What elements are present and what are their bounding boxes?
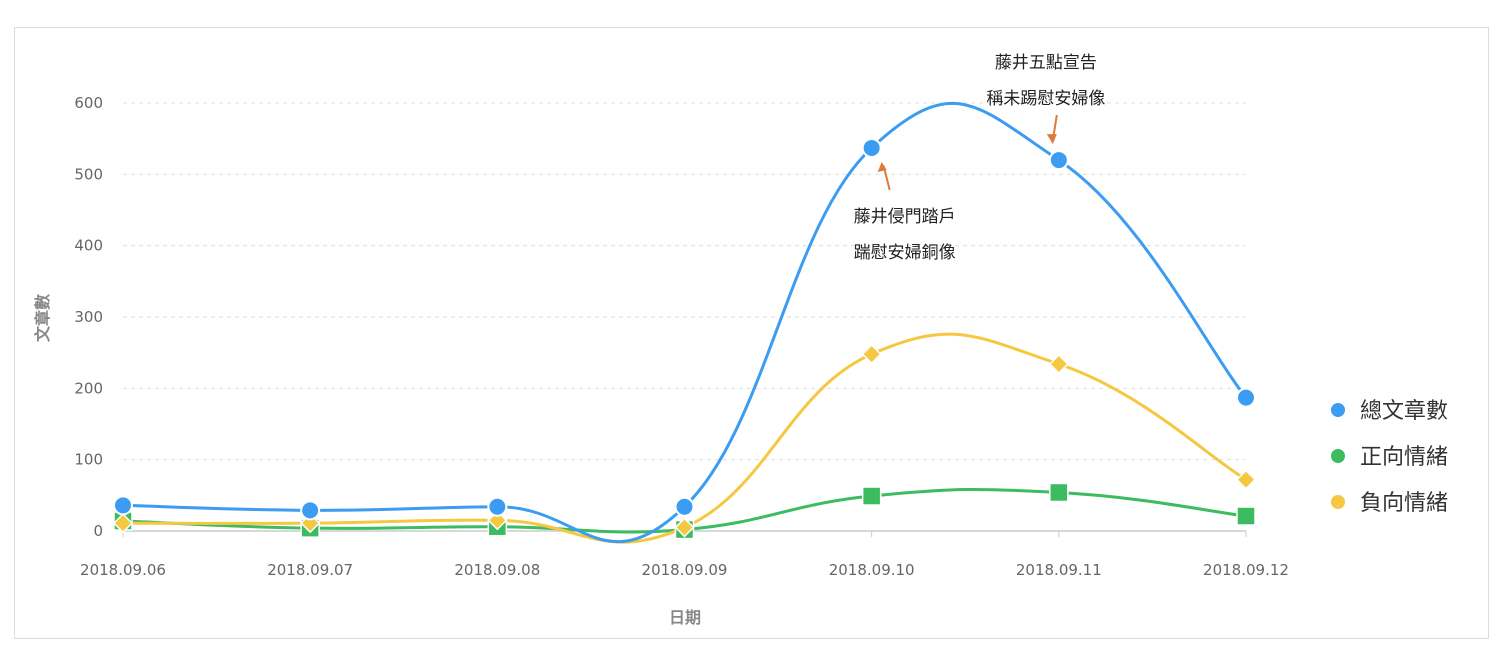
series-lines <box>122 101 1248 544</box>
x-tick-label: 2018.09.11 <box>1016 561 1102 579</box>
annotation-text: 踹慰安婦銅像 <box>854 243 956 263</box>
y-tick-label: 400 <box>74 237 103 255</box>
data-point <box>300 500 321 521</box>
data-point <box>112 513 134 534</box>
data-point <box>1048 354 1069 375</box>
data-point <box>113 495 133 516</box>
data-point <box>861 344 882 365</box>
x-tick-label: 2018.09.09 <box>642 561 728 579</box>
legend-marker <box>1331 449 1345 463</box>
data-point <box>674 496 695 517</box>
x-tick-labels: 2018.09.06 2018.09.07 2018.09.08 2018.09.09… <box>80 531 1289 579</box>
data-point <box>487 496 508 517</box>
legend-marker <box>1331 495 1345 509</box>
data-point <box>1236 387 1256 408</box>
legend-marker <box>1331 403 1345 417</box>
annotation-text: 藤井五點宣告 <box>995 53 1097 73</box>
annotation-text: 藤井侵門踏戶 <box>854 207 956 227</box>
data-point <box>1049 482 1069 503</box>
y-tick-label: 300 <box>74 308 103 326</box>
x-tick-label: 2018.09.08 <box>454 561 540 579</box>
gridlines <box>123 102 1246 532</box>
y-tick-label: 600 <box>74 94 103 112</box>
data-point <box>861 486 882 506</box>
annotation-arrowhead <box>1046 134 1057 145</box>
x-tick-label: 2018.09.07 <box>267 561 353 579</box>
y-tick-labels: 0 100 200 300 400 500 600 <box>74 94 103 540</box>
data-point <box>487 510 508 531</box>
x-tick-label: 2018.09.10 <box>829 561 915 579</box>
data-point <box>1236 506 1256 526</box>
legend-label: 負向情緒 <box>1360 491 1448 516</box>
chart-frame <box>14 27 1489 639</box>
y-axis-title: 文章數 <box>33 294 52 342</box>
x-axis-title: 日期 <box>669 608 701 627</box>
data-point <box>861 137 882 158</box>
annotation-text: 稱未踢慰安婦像 <box>986 89 1105 109</box>
annotation-arrowhead <box>877 161 887 172</box>
y-tick-label: 0 <box>93 522 103 540</box>
series-line <box>122 101 1248 544</box>
data-point <box>674 517 695 538</box>
x-tick-label: 2018.09.06 <box>80 561 166 579</box>
legend-label: 總文章數 <box>1360 399 1448 424</box>
data-point <box>1048 150 1069 171</box>
series-markers <box>112 137 1257 540</box>
y-tick-label: 100 <box>74 451 103 469</box>
legend-label: 正向情緒 <box>1360 445 1448 470</box>
data-point <box>1235 469 1257 490</box>
y-tick-label: 500 <box>74 165 103 183</box>
y-tick-label: 200 <box>74 379 103 397</box>
x-tick-label: 2018.09.12 <box>1203 561 1289 579</box>
